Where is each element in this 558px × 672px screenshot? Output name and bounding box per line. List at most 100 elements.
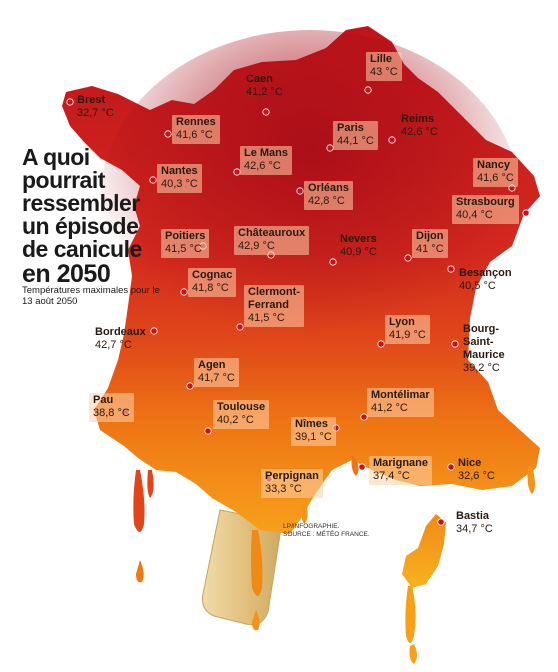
city-name: Besançon: [459, 267, 512, 279]
city-dot-caen: [262, 108, 270, 116]
city-label-box: Nevers 40,9 °C: [336, 232, 381, 261]
city-dot-strasbourg: [522, 209, 530, 217]
credit-line: SOURCE : MÉTÉO FRANCE.: [283, 531, 370, 538]
city-name: Paris: [337, 122, 364, 134]
city-label-caen: Caen 41,2 °C: [242, 72, 287, 101]
city-dot-besancon: [447, 265, 455, 273]
city-name: Nevers: [340, 233, 377, 245]
city-label-perpignan: Perpignan 33,3 °C: [261, 469, 323, 498]
city-dot-agen: [186, 382, 194, 390]
city-label-box: Paris 44,1 °C: [333, 121, 378, 150]
city-temperature: 32,6 °C: [458, 470, 495, 482]
city-label-bourg-saint-maurice: Bourg- Saint- Maurice 39,2 °C: [459, 322, 509, 377]
city-dot-bordeaux: [150, 327, 158, 335]
city-label-orleans: Orléans 42,8 °C: [304, 181, 353, 210]
city-label-box: Châteauroux 42,9 °C: [234, 226, 310, 255]
city-label-reims: Reims 42,6 °C: [397, 112, 442, 141]
city-label-box: Besançon 40,5 °C: [455, 266, 516, 295]
city-temperature: 42,9 °C: [238, 240, 275, 252]
city-name: Ferrand: [248, 299, 289, 311]
city-name: Marignane: [373, 457, 429, 469]
city-label-lille: Lille 43 °C: [366, 52, 402, 81]
city-label-box: Poitiers 41,5 °C: [161, 229, 210, 258]
city-dot-nantes: [149, 176, 157, 184]
city-dot-lyon: [377, 340, 385, 348]
city-label-nantes: Nantes 40,3 °C: [157, 164, 202, 193]
city-label-box: Agen 41,7 °C: [194, 358, 239, 387]
city-label-poitiers: Poitiers 41,5 °C: [161, 229, 210, 258]
city-name: Nancy: [477, 159, 511, 171]
melt-drip: [405, 586, 416, 643]
city-label-box: Dijon 41 °C: [412, 229, 448, 258]
city-name: Rennes: [176, 116, 216, 128]
city-name: Cognac: [192, 269, 233, 281]
city-label-box: Brest 32,7 °C: [73, 93, 118, 122]
city-dot-bourg-saint-maurice: [451, 340, 459, 348]
city-name: Brest: [77, 94, 106, 106]
city-label-box: Le Mans 42,6 °C: [240, 146, 293, 175]
city-name: Orléans: [308, 182, 349, 194]
city-label-box: Clermont- Ferrand 41,5 °C: [244, 285, 304, 327]
city-name: Saint-: [463, 336, 494, 348]
city-name: Lille: [370, 53, 393, 65]
city-label-besancon: Besançon 40,5 °C: [455, 266, 516, 295]
melt-drip: [133, 470, 145, 532]
city-name: Bourg-: [463, 323, 500, 335]
melt-drip: [147, 470, 154, 498]
city-name: Lyon: [389, 316, 415, 328]
city-label-box: Marignane 37,4 °C: [369, 456, 433, 485]
popsicle-stick: [202, 509, 283, 626]
city-label-clermont-ferrand: Clermont- Ferrand 41,5 °C: [244, 285, 304, 327]
city-label-lyon: Lyon 41,9 °C: [385, 315, 430, 344]
city-temperature: 43 °C: [370, 66, 398, 78]
city-label-box: Nice 32,6 °C: [454, 456, 499, 485]
city-label-dijon: Dijon 41 °C: [412, 229, 448, 258]
title-line: en 2050: [22, 260, 111, 288]
city-label-bastia: Bastia 34,7 °C: [452, 509, 497, 538]
city-name: Montélimar: [371, 389, 430, 401]
melt-drip: [252, 610, 260, 631]
city-label-marignane: Marignane 37,4 °C: [369, 456, 433, 485]
city-name: Agen: [198, 359, 226, 371]
city-label-box: Lyon 41,9 °C: [385, 315, 430, 344]
city-label-box: Orléans 42,8 °C: [304, 181, 353, 210]
city-name: Bastia: [456, 510, 490, 522]
city-label-bordeaux: Bordeaux 42,7 °C: [91, 325, 150, 354]
city-dot-rennes: [164, 130, 172, 138]
city-name: Perpignan: [265, 470, 319, 482]
city-temperature: 41,8 °C: [192, 282, 229, 294]
city-label-box: Bastia 34,7 °C: [452, 509, 497, 538]
city-temperature: 32,7 °C: [77, 107, 114, 119]
city-label-box: Nancy 41,6 °C: [473, 158, 518, 187]
city-label-box: Bourg- Saint- Maurice 39,2 °C: [459, 322, 509, 377]
city-dot-brest: [66, 98, 74, 106]
city-name: Reims: [401, 113, 435, 125]
city-temperature: 41,2 °C: [371, 402, 408, 414]
city-label-box: Bordeaux 42,7 °C: [91, 325, 150, 354]
city-label-box: Lille 43 °C: [366, 52, 402, 81]
city-label-box: Cognac 41,8 °C: [188, 268, 237, 297]
city-temperature: 39,2 °C: [463, 362, 500, 374]
city-label-box: Perpignan 33,3 °C: [261, 469, 323, 498]
city-name: Poitiers: [165, 230, 206, 242]
city-temperature: 41 °C: [416, 243, 444, 255]
city-dot-reims: [388, 136, 396, 144]
city-label-box: Nîmes 39,1 °C: [291, 417, 336, 446]
city-temperature: 41,9 °C: [389, 329, 426, 341]
city-label-box: Montélimar 41,2 °C: [367, 388, 434, 417]
title-line: de canicule: [22, 236, 142, 262]
credit: LP/INFOGRAPHIE. SOURCE : MÉTÉO FRANCE.: [283, 523, 373, 539]
city-name: Nantes: [161, 165, 198, 177]
city-name: Pau: [93, 394, 114, 406]
city-temperature: 39,1 °C: [295, 431, 332, 443]
city-temperature: 40,2 °C: [217, 414, 254, 426]
city-label-box: Nantes 40,3 °C: [157, 164, 202, 193]
city-temperature: 41,5 °C: [248, 312, 285, 324]
city-label-paris: Paris 44,1 °C: [333, 121, 378, 150]
city-label-box: Reims 42,6 °C: [397, 112, 442, 141]
city-dot-nice: [447, 463, 455, 471]
city-dot-lille: [364, 86, 372, 94]
city-temperature: 41,5 °C: [165, 243, 202, 255]
map-title: A quoi pourrait ressembler un épisode de…: [22, 146, 162, 288]
city-dot-cognac: [180, 288, 188, 296]
